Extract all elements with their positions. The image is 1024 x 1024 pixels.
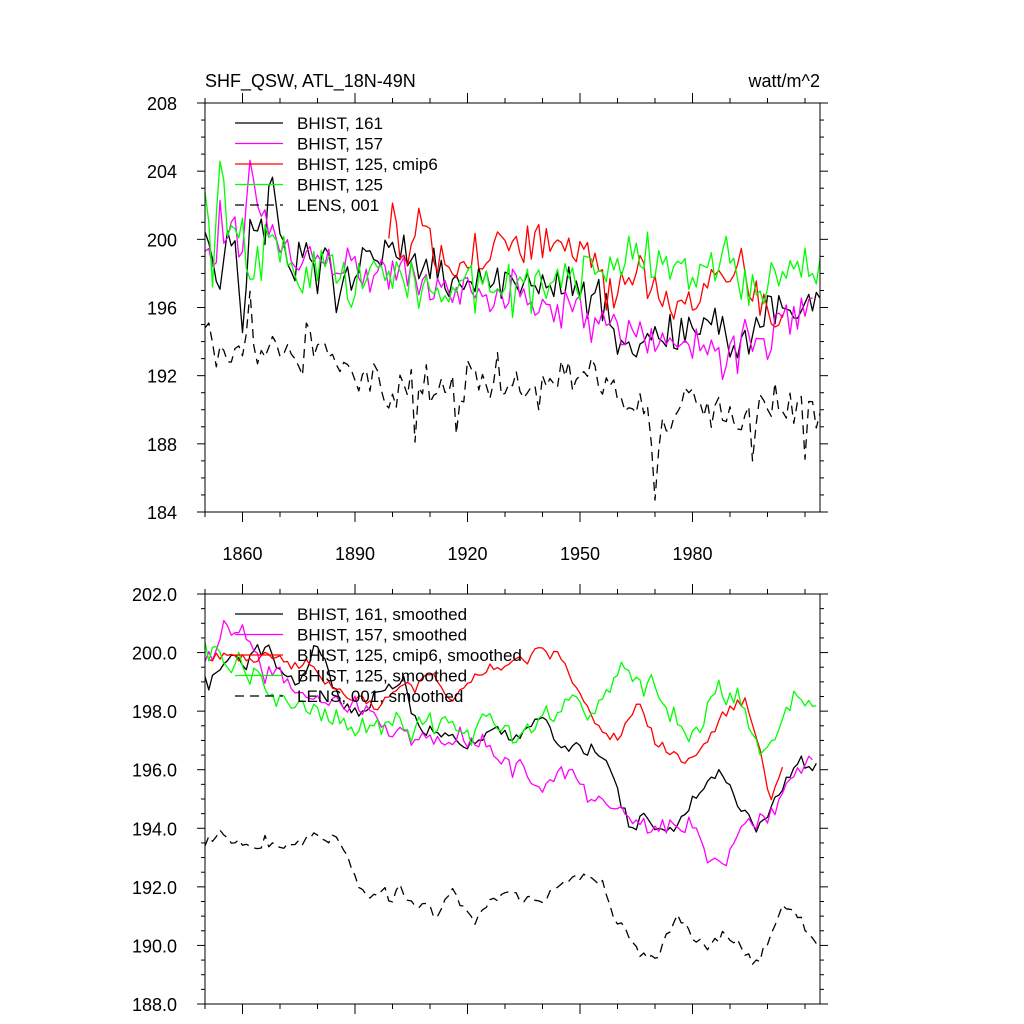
y-tick-label: 188 bbox=[147, 435, 177, 455]
series-line bbox=[204, 290, 821, 501]
y-tick-label: 200 bbox=[147, 230, 177, 250]
y-tick-label: 196.0 bbox=[132, 761, 177, 781]
legend-label: BHIST, 161, smoothed bbox=[297, 605, 467, 624]
series-line bbox=[208, 646, 784, 801]
bottom-panel-ticks: 188.0 190.0 192.0 194.0 196.0 198.0 200.0 202.0 bbox=[132, 584, 828, 1015]
x-tick-label: 1920 bbox=[447, 544, 487, 564]
y-tick-label: 194.0 bbox=[132, 819, 177, 839]
y-tick-label: 190.0 bbox=[132, 936, 177, 956]
series-line bbox=[204, 619, 813, 867]
x-tick-label: 1980 bbox=[672, 544, 712, 564]
series-line bbox=[388, 202, 784, 328]
legend-label: BHIST, 125, cmip6, smoothed bbox=[297, 646, 522, 665]
bottom-panel-frame bbox=[204, 593, 821, 1005]
series-line bbox=[204, 176, 821, 359]
legend-label: LENS, 001 bbox=[297, 196, 379, 215]
y-tick-label: 198.0 bbox=[132, 702, 177, 722]
top-panel-units: watt/m^2 bbox=[748, 71, 820, 91]
legend-label: BHIST, 157, smoothed bbox=[297, 626, 467, 645]
series-line bbox=[204, 641, 817, 756]
top-panel-title: SHF_QSW, ATL_18N-49N bbox=[205, 71, 416, 92]
legend-label: LENS, 001, smoothed bbox=[297, 687, 463, 706]
top-panel-ticks: 184 188 192 196 200 204 208 1860 1890 1920 1950 198… bbox=[147, 93, 828, 564]
x-tick-label: 1860 bbox=[222, 544, 262, 564]
y-tick-label: 196 bbox=[147, 299, 177, 319]
bottom-panel-legend: BHIST, 161, smoothed BHIST, 157, smoothed… bbox=[235, 605, 522, 706]
legend-label: BHIST, 125, smoothed bbox=[297, 667, 467, 686]
y-tick-label: 200.0 bbox=[132, 644, 177, 664]
top-panel-raw: SHF_QSW, ATL_18N-49N watt/m^2 1841881921… bbox=[147, 71, 828, 564]
top-panel-series bbox=[204, 159, 821, 501]
series-line bbox=[204, 160, 821, 319]
top-panel-frame bbox=[204, 102, 821, 513]
y-tick-label: 202.0 bbox=[132, 585, 177, 605]
legend-label: BHIST, 161 bbox=[297, 114, 383, 133]
x-tick-label: 1890 bbox=[335, 544, 375, 564]
bottom-panel-smoothed: 188.0 190.0 192.0 194.0 196.0 198.0 200.0 202.0… bbox=[132, 584, 828, 1015]
x-tick-label: 1950 bbox=[560, 544, 600, 564]
y-tick-label: 204 bbox=[147, 162, 177, 182]
y-tick-label: 208 bbox=[147, 94, 177, 114]
legend-label: BHIST, 125, cmip6 bbox=[297, 155, 438, 174]
bottom-panel-series bbox=[204, 619, 817, 965]
y-tick-label: 192 bbox=[147, 367, 177, 387]
legend-label: BHIST, 125 bbox=[297, 176, 383, 195]
series-line bbox=[204, 644, 817, 833]
y-tick-label: 192.0 bbox=[132, 878, 177, 898]
series-line bbox=[204, 159, 813, 381]
series-line bbox=[204, 829, 817, 965]
legend-label: BHIST, 157 bbox=[297, 135, 383, 154]
y-tick-label: 184 bbox=[147, 503, 177, 523]
y-tick-label: 188.0 bbox=[132, 995, 177, 1015]
